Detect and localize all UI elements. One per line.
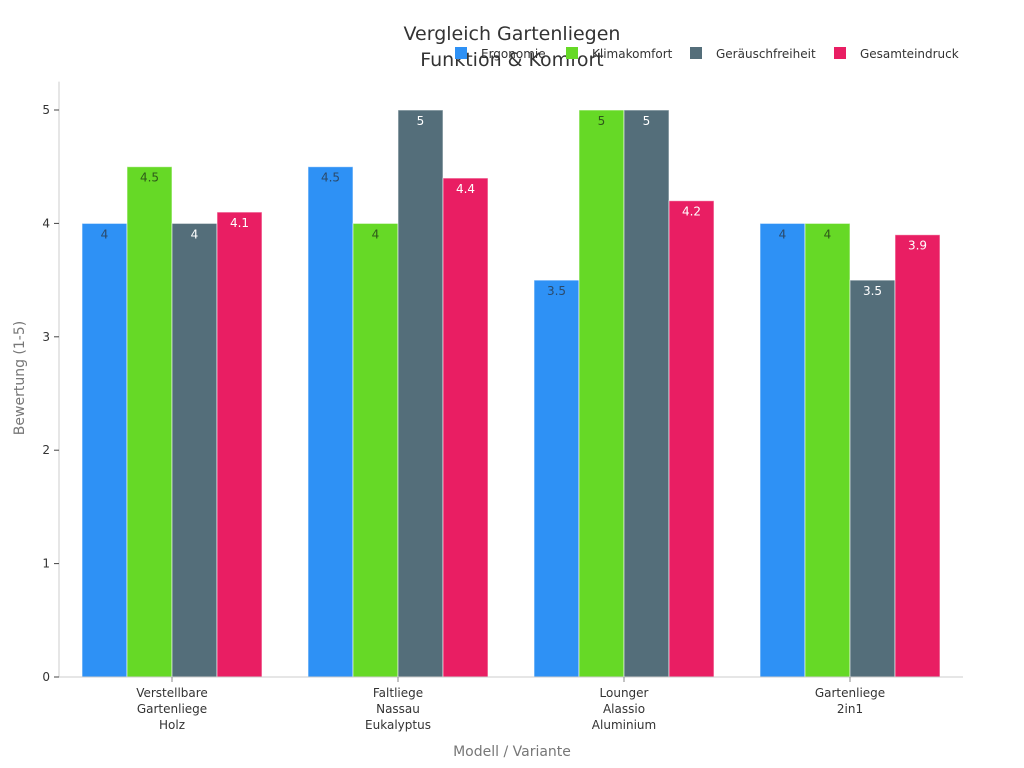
chart-title-line-1: Vergleich Gartenliegen xyxy=(404,23,621,45)
legend-swatch xyxy=(690,47,702,59)
y-tick-label: 1 xyxy=(42,557,50,571)
bar-value-label: 3.5 xyxy=(547,284,566,298)
legend-swatch xyxy=(834,47,846,59)
legend-item[interactable]: Gesamteindruck xyxy=(834,47,959,61)
bar-value-label: 4 xyxy=(824,227,832,241)
bar-gesamteindruck xyxy=(442,177,489,678)
bar-value-label: 4.5 xyxy=(140,171,159,185)
bar-gesamteindruck xyxy=(894,234,941,678)
axes: 0 1 2 3 4 5 Verstellbare Gartenliege Holz Faltlie… xyxy=(42,81,963,732)
bar-gesamteindruck xyxy=(668,200,715,678)
legend-item[interactable]: Klimakomfort xyxy=(566,47,673,61)
bar-value-label: 4.1 xyxy=(230,216,249,230)
y-axis-title: Bewertung (1-5) xyxy=(12,321,28,435)
bar-ergonomie xyxy=(533,279,580,678)
bars xyxy=(81,109,941,678)
bar-ger-uschfreiheit xyxy=(623,109,670,678)
x-axis-title: Modell / Variante xyxy=(453,744,571,760)
bar-value-label: 5 xyxy=(598,114,606,128)
bar-value-label: 4 xyxy=(101,227,109,241)
legend-label: Geräuschfreiheit xyxy=(716,47,816,61)
legend-swatch xyxy=(455,47,467,59)
bar-klimakomfort xyxy=(126,166,173,678)
bar-value-label: 4 xyxy=(779,227,787,241)
bar-value-label: 4 xyxy=(191,227,199,241)
bar-klimakomfort xyxy=(804,222,851,678)
y-tick-label: 4 xyxy=(42,216,50,230)
bar-klimakomfort xyxy=(578,109,625,678)
legend-label: Ergonomie xyxy=(481,47,546,61)
legend-swatch xyxy=(566,47,578,59)
y-tick-label: 2 xyxy=(42,443,50,457)
bar-ergonomie xyxy=(81,222,128,678)
y-tick-label: 3 xyxy=(42,330,50,344)
y-tick-label: 5 xyxy=(42,103,50,117)
legend-label: Klimakomfort xyxy=(592,47,673,61)
legend-item[interactable]: Ergonomie xyxy=(455,47,546,61)
x-tick-label: Lounger Alassio Aluminium xyxy=(592,686,656,732)
bar-labels: 4 4.5 4 4.1 4.5 4 5 4.4 3.5 5 5 4.2 4 4 3.5 3.9 xyxy=(101,114,927,298)
bar-value-label: 5 xyxy=(643,114,651,128)
x-tick-label: Verstellbare Gartenliege Holz xyxy=(136,686,208,732)
bar-value-label: 4.2 xyxy=(682,205,701,219)
y-tick-label: 0 xyxy=(42,670,50,684)
bar-ergonomie xyxy=(307,166,354,678)
x-tick-label: Gartenliege 2in1 xyxy=(815,686,885,716)
bar-value-label: 4.5 xyxy=(321,171,340,185)
bar-ergonomie xyxy=(759,222,806,678)
bar-gesamteindruck xyxy=(216,211,263,678)
legend: Ergonomie Klimakomfort Geräuschfreiheit Ges… xyxy=(455,47,959,61)
bar-ger-uschfreiheit xyxy=(171,222,218,678)
bar-ger-uschfreiheit xyxy=(849,279,896,678)
legend-item[interactable]: Geräuschfreiheit xyxy=(690,47,816,61)
bar-value-label: 4.4 xyxy=(456,182,475,196)
bar-value-label: 4 xyxy=(372,227,380,241)
bar-value-label: 3.9 xyxy=(908,239,927,253)
x-tick-label: Faltliege Nassau Eukalyptus xyxy=(365,686,431,732)
legend-label: Gesamteindruck xyxy=(860,47,959,61)
bar-value-label: 5 xyxy=(417,114,425,128)
bar-ger-uschfreiheit xyxy=(397,109,444,678)
bar-value-label: 3.5 xyxy=(863,284,882,298)
bar-klimakomfort xyxy=(352,222,399,678)
